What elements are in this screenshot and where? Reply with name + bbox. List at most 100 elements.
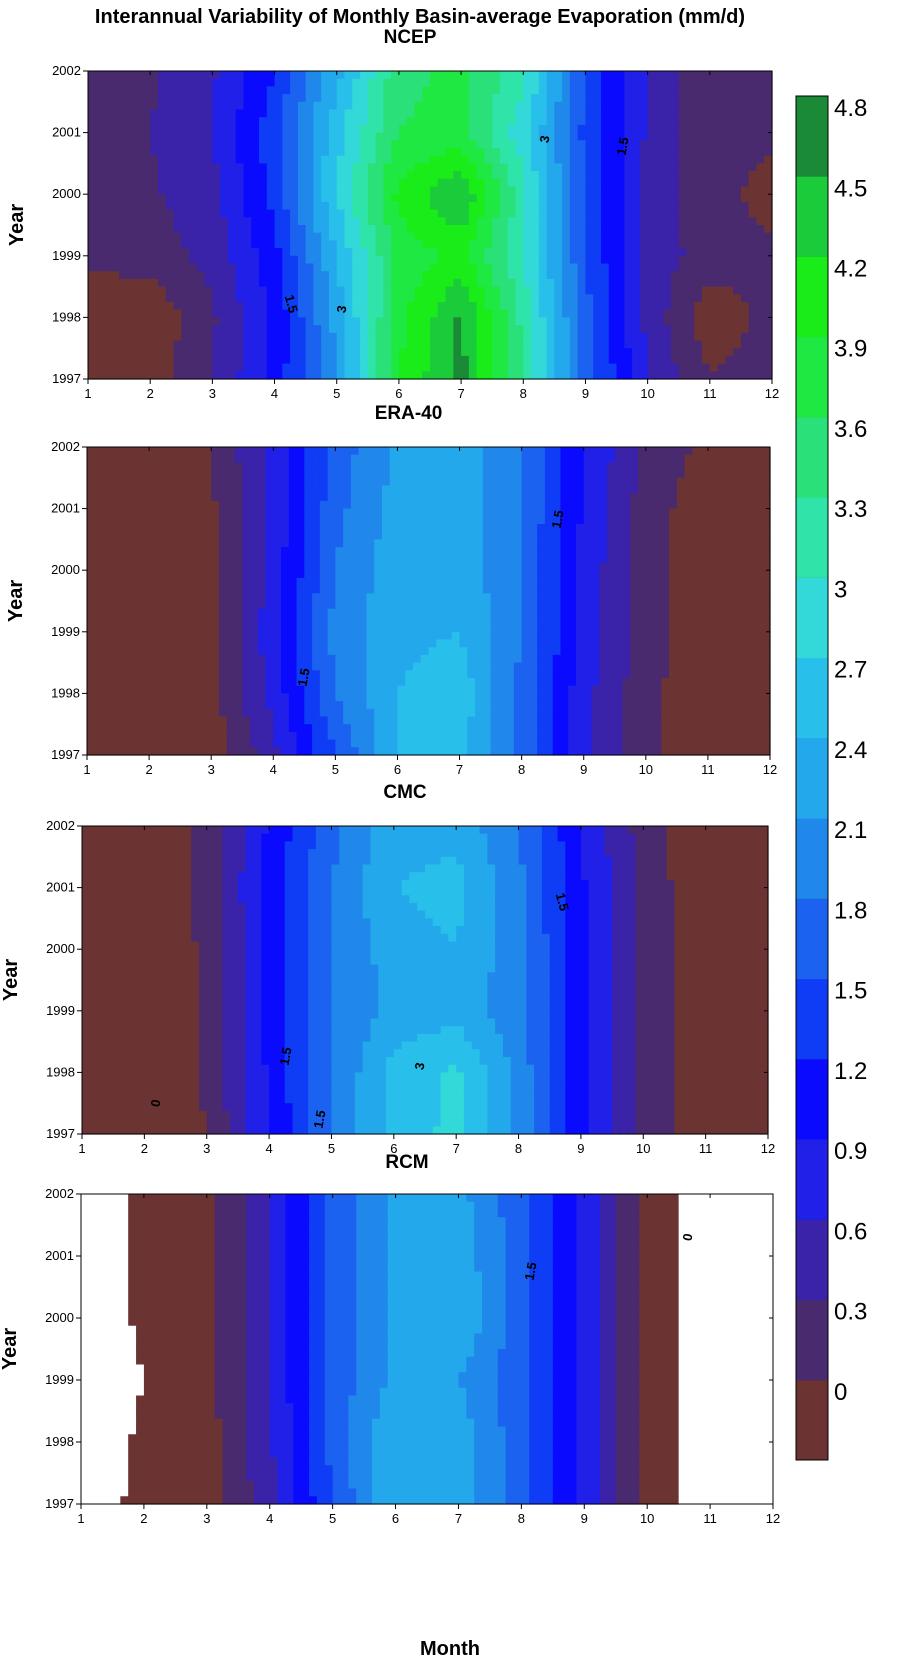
field-cell: [165, 232, 175, 241]
field-cell: [422, 178, 431, 188]
field-cell: [212, 186, 221, 195]
field-cell: [546, 155, 555, 164]
field-cell: [531, 155, 540, 164]
field-cell: [398, 117, 408, 126]
field-cell: [523, 186, 532, 195]
field-cell: [484, 140, 493, 149]
field-cell: [344, 124, 353, 134]
field-cell: [204, 201, 213, 211]
field-cell: [360, 124, 369, 134]
field-cell: [717, 140, 726, 149]
field-cell: [414, 317, 423, 326]
field-cell: [290, 309, 299, 318]
field-cell: [235, 201, 245, 211]
field-cell: [655, 217, 664, 226]
field-cell: [398, 186, 408, 195]
field-cell: [164, 531, 173, 540]
field-cell: [513, 462, 523, 471]
field-cell: [125, 485, 135, 494]
field-cell: [647, 155, 657, 164]
field-cell: [265, 477, 274, 487]
field-cell: [546, 332, 555, 342]
field-cell: [195, 539, 205, 548]
field-cell: [733, 271, 742, 280]
field-cell: [622, 547, 631, 556]
field-cell: [118, 454, 127, 463]
field-cell: [321, 109, 330, 118]
field-cell: [103, 255, 112, 265]
field-cell: [678, 201, 688, 211]
field-cell: [437, 348, 447, 357]
field-cell: [445, 148, 454, 157]
field-cell: [259, 117, 268, 126]
field-cell: [414, 101, 423, 111]
field-cell: [537, 508, 546, 517]
field-cell: [405, 462, 414, 471]
field-cell: [367, 325, 377, 334]
field-cell: [218, 462, 228, 471]
field-cell: [319, 493, 329, 502]
field-cell: [428, 562, 437, 571]
field-cell: [655, 178, 664, 188]
field-cell: [290, 371, 299, 380]
field-cell: [676, 516, 686, 525]
field-cell: [313, 140, 322, 149]
field-cell: [490, 562, 499, 571]
field-cell: [218, 547, 228, 556]
field-cell: [328, 317, 338, 326]
field-cell: [639, 263, 649, 272]
field-cell: [227, 263, 237, 272]
field-cell: [562, 71, 571, 80]
field-cell: [709, 178, 719, 188]
field-cell: [406, 140, 416, 149]
field-cell: [746, 470, 756, 479]
field-cell: [428, 447, 437, 456]
field-cell: [383, 178, 392, 188]
field-cell: [173, 240, 182, 249]
field-cell: [733, 209, 742, 218]
field-cell: [513, 485, 523, 494]
field-cell: [647, 271, 657, 280]
field-cell: [678, 363, 688, 372]
field-cell: [243, 263, 252, 272]
field-cell: [538, 171, 548, 180]
field-cell: [398, 363, 408, 372]
field-cell: [398, 132, 408, 141]
field-cell: [523, 86, 532, 95]
field-cell: [624, 109, 633, 118]
field-cell: [740, 355, 750, 365]
field-cell: [661, 524, 670, 533]
field-cell: [374, 508, 383, 517]
field-cell: [702, 217, 711, 226]
field-cell: [529, 447, 538, 456]
field-cell: [366, 531, 375, 540]
field-cell: [678, 217, 688, 226]
field-cell: [444, 493, 453, 502]
field-cell: [655, 232, 664, 241]
field-cell: [88, 194, 97, 203]
field-cell: [249, 454, 259, 463]
field-cell: [414, 124, 423, 134]
field-cell: [266, 332, 276, 342]
field-cell: [336, 317, 346, 326]
field-cell: [492, 317, 501, 326]
field-cell: [459, 500, 468, 510]
field-cell: [119, 186, 128, 195]
field-cell: [367, 348, 377, 357]
field-cell: [313, 101, 322, 111]
field-cell: [498, 454, 507, 463]
field-cell: [725, 71, 734, 80]
field-cell: [702, 78, 711, 87]
field-cell: [266, 309, 276, 318]
field-cell: [204, 132, 213, 141]
field-cell: [181, 371, 190, 380]
field-cell: [554, 71, 563, 80]
field-cell: [220, 348, 229, 357]
field-cell: [181, 186, 190, 195]
field-cell: [360, 302, 369, 311]
field-cell: [459, 454, 468, 463]
field-cell: [195, 500, 205, 510]
field-cell: [647, 194, 657, 203]
field-cell: [492, 155, 501, 164]
field-cell: [492, 101, 501, 111]
